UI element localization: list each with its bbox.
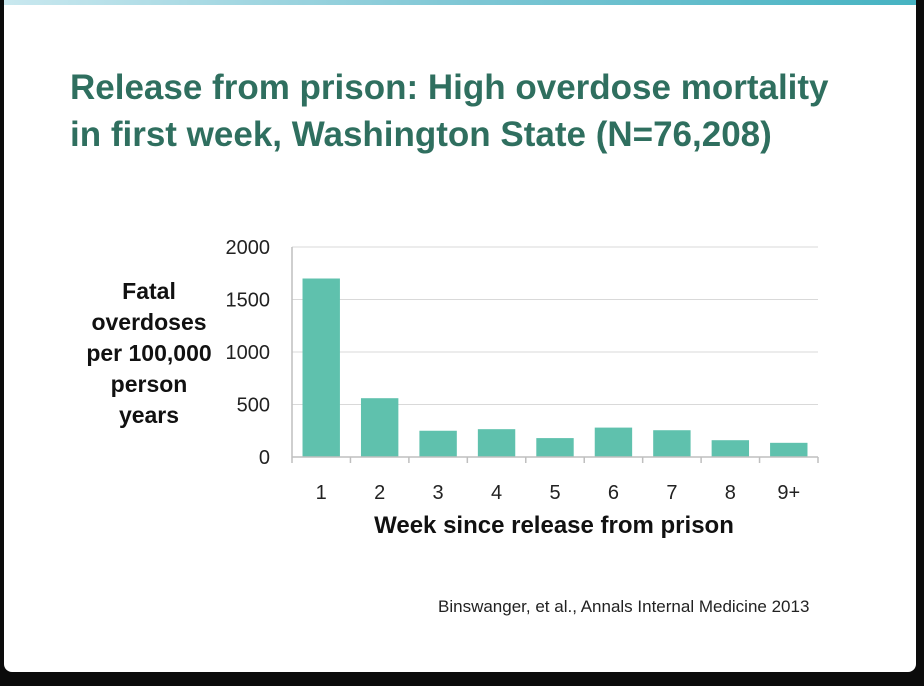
x-axis [291,247,819,463]
y-tick-labels: 0 500 1000 1500 2000 [226,237,271,469]
y-tick-label: 1000 [226,342,271,364]
x-axis-label: Week since release from prison [374,512,734,539]
x-tick-label: 8 [725,482,736,504]
bar [477,429,516,457]
x-tick-label: 3 [433,482,444,504]
bar [594,427,633,457]
bar [536,438,574,457]
x-tick-label: 5 [549,482,560,504]
bar [360,398,399,457]
y-axis-label-line: Fatal [122,278,176,304]
y-axis-label-line: person [110,371,188,397]
y-axis-label-line: overdoses [91,309,207,335]
slide-top-accent-bar [4,0,916,5]
x-tick-label: 6 [608,482,619,504]
slide-title-line-1: Release from prison: High overdose morta… [70,68,829,107]
y-axis-label-line: per 100,000 [86,340,212,366]
x-tick-labels: 1 2 3 4 5 6 7 8 9+ [316,482,801,504]
gridlines [292,246,818,405]
y-tick-label: 500 [237,395,270,417]
y-tick-label: 2000 [226,237,271,259]
slide-title: Release from prison: High overdose morta… [70,64,870,158]
bar [770,442,808,457]
y-tick-label: 1500 [226,290,271,312]
y-axis-label: Fatal overdoses per 100,000 person years [74,276,224,431]
bar [302,278,340,457]
slide-title-line-2: in first week, Washington State (N=76,20… [70,115,772,154]
bar [711,440,750,457]
y-axis-label-line: years [118,402,180,428]
x-tick-label: 2 [374,482,385,504]
x-tick-label: 4 [491,482,502,504]
citation: Binswanger, et al., Annals Internal Medi… [438,597,810,616]
bar [653,430,691,457]
x-tick-label: 1 [316,482,327,504]
bar [419,430,457,457]
x-tick-label: 7 [666,482,677,504]
x-tick-label: 9+ [777,482,800,504]
y-tick-label: 0 [259,447,270,469]
slide: Release from prison: High overdose morta… [4,0,916,672]
bars [302,278,808,457]
